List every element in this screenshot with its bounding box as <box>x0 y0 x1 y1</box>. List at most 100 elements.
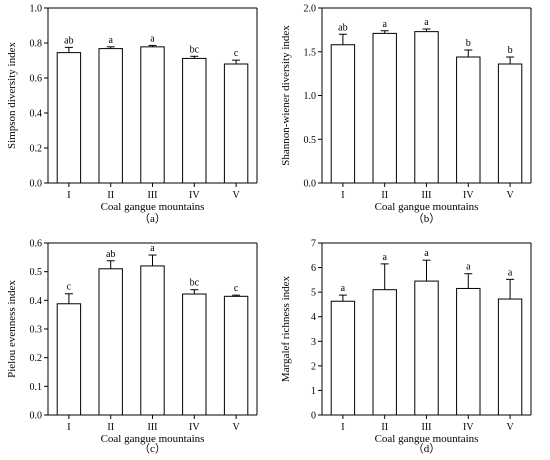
bar <box>182 57 207 184</box>
y-tick-label: 0.1 <box>30 382 43 393</box>
bar <box>372 32 397 184</box>
y-tick-label: 0.0 <box>304 179 317 190</box>
panel-label: （b） <box>413 212 441 225</box>
significance-label: a <box>382 19 387 30</box>
x-tick-label: I <box>341 422 344 433</box>
bar <box>140 46 165 184</box>
y-tick-label: 4 <box>311 312 316 323</box>
significance-label: a <box>108 35 113 46</box>
bar <box>223 295 249 416</box>
y-tick-label: 2 <box>311 361 316 372</box>
y-tick-label: 1 <box>311 386 316 397</box>
x-tick-label: III <box>148 422 158 433</box>
panel-label: （a） <box>139 212 166 225</box>
y-tick-label: 0.5 <box>304 135 317 146</box>
significance-label: bc <box>190 44 200 55</box>
chart-panel-2: 0.0 0.5 1.0 1.5 2.0 Shannon-wiener diversity … <box>280 4 532 225</box>
x-tick-label: I <box>67 190 70 201</box>
significance-label: a <box>150 33 155 44</box>
y-tick-label: 2.0 <box>304 4 317 15</box>
bar <box>98 48 123 184</box>
bar <box>456 287 481 416</box>
bar <box>456 56 481 184</box>
y-tick-label: 0.8 <box>30 39 43 50</box>
chart-panel-4: 0 1 2 3 4 5 6 7 Margalef richness index a Ia II a III… <box>280 239 532 455</box>
x-tick-label: V <box>506 422 514 433</box>
significance-label: bc <box>190 278 200 289</box>
significance-label: b <box>508 45 513 56</box>
significance-label: a <box>508 267 513 278</box>
y-tick-label: 5 <box>311 288 316 299</box>
y-tick-label: 1.0 <box>304 91 317 102</box>
x-tick-label: IV <box>189 190 200 201</box>
x-tick-label: V <box>232 422 240 433</box>
y-tick-label: 0.2 <box>30 353 43 364</box>
significance-label: c <box>234 48 239 59</box>
y-axis-label: Margalef richness index <box>280 275 292 382</box>
significance-label: b <box>466 38 471 49</box>
significance-label: a <box>424 17 429 28</box>
bar <box>414 280 439 416</box>
bar <box>182 293 207 416</box>
y-tick-label: 6 <box>311 263 316 274</box>
bar <box>497 63 523 184</box>
x-axis-label: Coal gangue mountains <box>375 201 479 213</box>
bar <box>330 44 356 184</box>
y-tick-label: 0.6 <box>30 239 43 250</box>
significance-label: a <box>150 243 155 254</box>
chart-panel-3: 0.0 0.1 0.2 0.3 0.4 0.5 0.6 Pielou evenness ind… <box>6 239 258 455</box>
panel-label: （c） <box>139 442 166 455</box>
significance-label: ab <box>338 22 347 33</box>
x-tick-label: IV <box>463 190 474 201</box>
y-axis-label: Pielou evenness index <box>6 280 18 378</box>
x-tick-label: V <box>232 190 240 201</box>
significance-label: a <box>466 262 471 273</box>
y-tick-label: 0.3 <box>30 325 43 336</box>
bar <box>497 298 523 416</box>
y-tick-label: 1.0 <box>30 4 43 15</box>
x-axis-label: Coal gangue mountains <box>375 433 479 445</box>
y-tick-label: 1.5 <box>304 47 317 58</box>
panel-label: （d） <box>413 442 441 455</box>
significance-label: a <box>382 252 387 263</box>
x-tick-label: II <box>381 422 388 433</box>
bar <box>414 31 439 184</box>
y-axis-label: Shannon-wiener diversity index <box>280 25 292 166</box>
bar <box>56 303 82 416</box>
x-tick-label: IV <box>189 422 200 433</box>
x-tick-label: I <box>341 190 344 201</box>
bar <box>223 63 249 184</box>
y-tick-label: 7 <box>311 239 316 250</box>
y-tick-label: 0.0 <box>30 179 43 190</box>
bar <box>98 268 123 416</box>
significance-label: a <box>424 248 429 259</box>
x-tick-label: V <box>506 190 514 201</box>
x-tick-label: III <box>422 190 432 201</box>
y-axis-label: Simpson diversity index <box>6 42 18 149</box>
x-tick-label: II <box>381 190 388 201</box>
significance-label: c <box>67 282 72 293</box>
significance-label: ab <box>64 35 73 46</box>
x-tick-label: I <box>67 422 70 433</box>
bar <box>372 289 397 416</box>
bar <box>140 265 165 416</box>
y-tick-label: 0 <box>311 411 316 422</box>
y-tick-label: 0.5 <box>30 267 43 278</box>
chart-panel-1: 0.0 0.2 0.4 0.6 0.8 1.0 Simpson diversity inde… <box>6 4 258 225</box>
significance-label: ab <box>106 249 115 260</box>
y-tick-label: 0.4 <box>30 109 43 120</box>
x-tick-label: III <box>422 422 432 433</box>
significance-label: c <box>234 283 239 294</box>
bar <box>56 52 82 184</box>
y-tick-label: 0.2 <box>30 144 43 155</box>
y-tick-label: 3 <box>311 337 316 348</box>
x-tick-label: III <box>148 190 158 201</box>
y-tick-label: 0.0 <box>30 411 43 422</box>
y-tick-label: 0.4 <box>30 296 43 307</box>
x-axis-label: Coal gangue mountains <box>101 433 205 445</box>
y-tick-label: 0.6 <box>30 74 43 85</box>
bar <box>330 300 356 416</box>
x-tick-label: II <box>107 422 114 433</box>
x-axis-label: Coal gangue mountains <box>101 201 205 213</box>
